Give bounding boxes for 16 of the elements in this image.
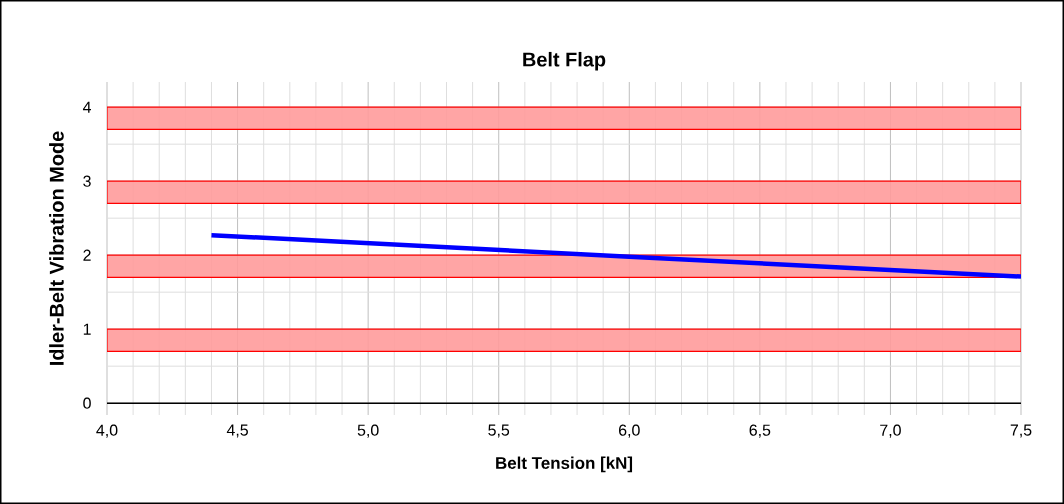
x-tick-label: 6,0 [619,424,640,438]
x-tick-label: 4,0 [96,424,118,438]
x-tick-label: 5,0 [357,424,379,438]
x-axis-title: Belt Tension [kN] [496,456,633,473]
x-tick-label: 5,5 [488,424,510,438]
y-tick-label: 4 [82,101,92,113]
y-tick-label: 3 [83,175,91,187]
x-tick-label: 6,5 [749,424,771,438]
x-tick-label: 4,5 [226,424,248,438]
y-tick-label: 0 [83,397,91,409]
x-tick-label: 7,0 [880,424,901,438]
chart-title: Belt Flap [523,51,606,71]
x-tick-label: 7,5 [1010,424,1032,438]
y-axis-title: Idler-Belt Vibration Mode [49,131,64,365]
y-tick-label: 2 [83,249,91,261]
y-tick-label: 1 [83,323,91,335]
